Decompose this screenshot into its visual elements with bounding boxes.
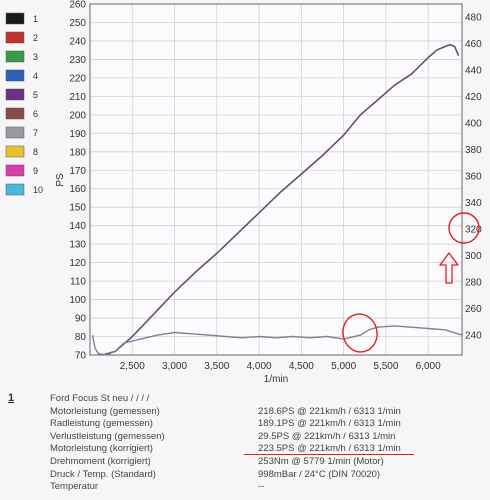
y-tick-left: 260 (69, 0, 86, 11)
y-tick-left: 90 (75, 314, 87, 325)
report-row-label: Verlustleistung (gemessen) (50, 430, 165, 442)
x-tick: 5,500 (373, 361, 398, 372)
x-axis-label: 1/min (264, 374, 288, 385)
report-row-value: 223.5PS @ 221km/h / 6313 1/min (258, 443, 401, 455)
legend-swatch-4 (5, 69, 25, 82)
legend-swatch-8 (5, 145, 25, 158)
power-curve (102, 43, 460, 356)
annotation-arrow (439, 252, 459, 284)
report-row-label: Temperatur (50, 481, 99, 493)
red-underline (244, 454, 414, 455)
x-tick: 3,000 (162, 361, 187, 372)
plot-area (90, 4, 462, 355)
report-row-label: Ford Focus St neu / / / / (50, 393, 150, 404)
x-tick: 2,500 (120, 361, 145, 372)
x-tick: 5,000 (331, 361, 356, 372)
y-tick-left: 130 (69, 240, 86, 251)
report-index: 1 (8, 392, 15, 404)
legend-label-3: 3 (33, 52, 38, 62)
legend-label-9: 9 (33, 166, 38, 176)
y-tick-right: 480 (465, 13, 482, 24)
y-tick-right: 320 (465, 225, 482, 236)
x-tick: 6,000 (416, 361, 441, 372)
legend-label-4: 4 (33, 71, 38, 81)
legend-label-6: 6 (33, 109, 38, 119)
legend-label-5: 5 (33, 90, 38, 100)
y-tick-left: 210 (69, 92, 86, 103)
report-row-value: 218.6PS @ 221km/h / 6313 1/min (258, 405, 401, 417)
y-tick-right: 260 (465, 304, 482, 315)
legend-label-1: 1 (33, 14, 38, 24)
legend-swatch-7 (5, 126, 25, 139)
y-tick-right: 300 (465, 251, 482, 262)
legend-swatch-9 (5, 164, 25, 177)
plot-frame (89, 3, 463, 356)
legend-swatch-1 (5, 12, 25, 25)
x-tick: 3,500 (204, 361, 229, 372)
y-tick-left: 220 (69, 73, 86, 84)
y-tick-left: 110 (70, 277, 86, 288)
report-row-label: Drehmoment (korrigiert) (50, 456, 151, 467)
y-tick-right: 340 (465, 198, 482, 209)
y-tick-left: 120 (69, 258, 86, 269)
report-table: 1 Ford Focus St neu / / / / Motorleistung… (0, 386, 490, 500)
y-tick-left: 150 (69, 203, 86, 214)
legend-swatch-3 (5, 50, 25, 63)
report-row-label: Druck / Temp. (Standard) (50, 468, 156, 480)
y-tick-right: 380 (465, 145, 482, 156)
x-tick: 4,000 (247, 361, 272, 372)
annotation-circle-torque (342, 313, 378, 353)
y-tick-left: 70 (75, 351, 87, 362)
dyno-chart: 7080901001101201301401501601701801902002… (5, 0, 482, 385)
report-row-value: -- (258, 481, 265, 493)
report-row-label: Motorleistung (korrigiert) (50, 443, 153, 455)
legend-label-8: 8 (33, 147, 38, 157)
y-tick-left: 80 (75, 332, 87, 343)
report-row-value: 253Nm @ 5779 1/min (Motor) (258, 456, 384, 467)
report-row-label: Radleistung (gemessen) (50, 418, 153, 430)
y-tick-right: 460 (465, 39, 482, 50)
y-tick-right: 280 (465, 278, 482, 289)
y-tick-right: 240 (465, 331, 482, 342)
y-tick-left: 250 (69, 18, 86, 29)
y-tick-left: 170 (69, 166, 86, 177)
y-tick-left: 240 (69, 36, 86, 47)
y-tick-right: 400 (465, 119, 482, 130)
y-tick-left: 230 (69, 55, 86, 66)
legend-label-7: 7 (33, 128, 38, 138)
legend-swatch-2 (5, 31, 25, 44)
legend-swatch-6 (5, 107, 25, 120)
y-tick-left: 140 (69, 221, 86, 232)
y-tick-left: 190 (69, 129, 86, 140)
report-row-value: 29.5PS @ 221km/h / 6313 1/min (258, 430, 396, 442)
report-row-value: 189.1PS @ 221km/h / 6313 1/min (258, 418, 401, 430)
y-tick-right: 440 (465, 66, 482, 77)
legend-label-10: 10 (33, 185, 43, 195)
y-tick-right: 360 (465, 172, 482, 183)
y-tick-left: 100 (69, 295, 86, 306)
torque-curve (91, 325, 463, 356)
y-axis-label-left: PS (55, 173, 66, 187)
x-tick: 4,500 (289, 361, 314, 372)
legend-swatch-5 (5, 88, 25, 101)
y-tick-left: 180 (69, 147, 86, 158)
y-tick-right: 420 (465, 92, 482, 103)
y-tick-left: 160 (69, 184, 86, 195)
y-tick-left: 200 (69, 110, 86, 121)
report-row-value: 998mBar / 24°C (DIN 70020) (258, 468, 381, 480)
legend-swatch-10 (5, 183, 25, 196)
annotation-circle-axis (448, 212, 480, 244)
report-row-label: Motorleistung (gemessen) (50, 405, 160, 417)
legend-label-2: 2 (33, 33, 38, 43)
